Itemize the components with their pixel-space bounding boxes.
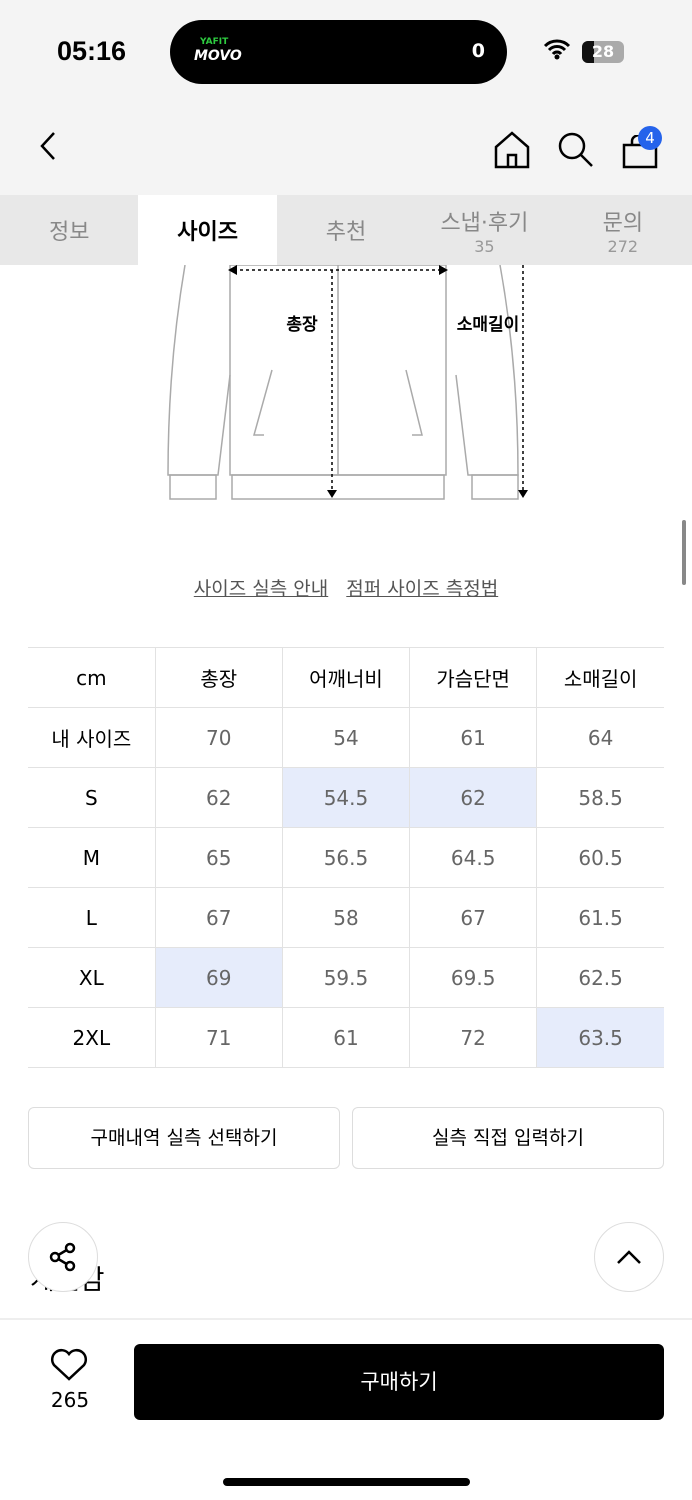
buy-button[interactable]: 구매하기 [134, 1344, 664, 1420]
size-guide-link[interactable]: 사이즈 실측 안내 [193, 578, 329, 600]
like-button[interactable] [50, 1348, 88, 1390]
measure-method-link[interactable]: 점퍼 사이즈 측정법 [346, 578, 499, 600]
cell: 64 [536, 707, 664, 768]
table-header-row: cm 총장 어깨너비 가슴단면 소매길이 [28, 647, 664, 708]
cell: 64.5 [409, 827, 538, 888]
size-table: cm 총장 어깨너비 가슴단면 소매길이 내 사이즈 70 54 61 64 S 62 54… [28, 647, 664, 1068]
header-cell: cm [28, 647, 156, 708]
label-sleeve: 소매길이 [457, 315, 520, 335]
cell: 62 [154, 767, 283, 828]
cell: 69.5 [409, 947, 538, 1008]
row-label: XL [28, 947, 156, 1008]
cell: 56.5 [281, 827, 411, 888]
tab-label: 정보 [48, 220, 90, 245]
cell: 62 [409, 767, 538, 828]
cell: 67 [154, 887, 283, 948]
cell: 63.5 [536, 1007, 664, 1068]
table-row: 내 사이즈 70 54 61 64 [28, 707, 664, 768]
size-diagram: 총장 소매길이 [0, 264, 692, 519]
island-brand-top: YAFIT [200, 37, 229, 47]
back-button[interactable] [38, 129, 58, 172]
cell: 69 [154, 947, 283, 1008]
status-bar: 05:16 YAFIT MOVO 0 28 [0, 0, 692, 105]
tab-size[interactable]: 사이즈 [138, 195, 277, 265]
tab-recommend[interactable]: 추천 [277, 195, 415, 265]
share-icon [49, 1242, 76, 1272]
cell: 61 [409, 707, 538, 768]
row-label: M [28, 827, 156, 888]
cell: 60.5 [536, 827, 664, 888]
header-cell: 총장 [154, 647, 283, 708]
dynamic-island: YAFIT MOVO 0 [170, 20, 507, 84]
heart-icon [51, 1349, 87, 1381]
home-icon[interactable] [494, 131, 530, 173]
scrollbar[interactable] [682, 520, 686, 585]
jacket-illustration: 총장 소매길이 [167, 264, 528, 500]
search-icon[interactable] [557, 131, 595, 173]
header-cell: 소매길이 [536, 647, 664, 708]
home-indicator [223, 1478, 470, 1486]
island-logo: MOVO [194, 48, 242, 64]
cell: 61 [281, 1007, 411, 1068]
table-row: L 67 58 67 61.5 [28, 887, 664, 948]
tab-count: 272 [607, 236, 639, 256]
tab-info[interactable]: 정보 [0, 195, 138, 265]
bottom-bar: 265 구매하기 [0, 1318, 692, 1500]
cell: 72 [409, 1007, 538, 1068]
header-cell: 가슴단면 [409, 647, 538, 708]
cart-badge: 4 [638, 126, 662, 150]
cell: 71 [154, 1007, 283, 1068]
cell: 62.5 [536, 947, 664, 1008]
cell: 54.5 [281, 767, 411, 828]
clock: 05:16 [57, 36, 127, 66]
scroll-top-button[interactable] [594, 1222, 664, 1292]
wifi-icon [543, 38, 571, 66]
cell: 65 [154, 827, 283, 888]
share-button[interactable] [28, 1222, 98, 1292]
battery-icon: 28 [582, 41, 624, 63]
like-count: 265 [50, 1388, 90, 1412]
chevron-up-icon [617, 1250, 641, 1264]
tab-label: 문의 [602, 210, 644, 236]
size-links: 사이즈 실측 안내 점퍼 사이즈 측정법 [0, 574, 692, 601]
row-label: 2XL [28, 1007, 156, 1068]
tab-label: 추천 [325, 220, 367, 245]
table-row: 2XL 71 61 72 63.5 [28, 1007, 664, 1068]
row-label: 내 사이즈 [28, 707, 156, 768]
tab-label: 스냅·후기 [440, 210, 529, 236]
island-value: 0 [471, 40, 485, 62]
select-purchase-history-button[interactable]: 구매내역 실측 선택하기 [28, 1107, 340, 1169]
table-row: S 62 54.5 62 58.5 [28, 767, 664, 828]
cell: 58 [281, 887, 411, 948]
tab-reviews[interactable]: 스냅·후기 35 [415, 195, 553, 265]
cell: 70 [154, 707, 283, 768]
row-label: S [28, 767, 156, 828]
label-length: 총장 [286, 315, 318, 335]
battery-level: 28 [591, 42, 615, 61]
tab-bar: 정보 사이즈 추천 스냅·후기 35 문의 272 [0, 195, 692, 265]
manual-input-button[interactable]: 실측 직접 입력하기 [352, 1107, 664, 1169]
cell: 58.5 [536, 767, 664, 828]
tab-count: 35 [474, 236, 495, 256]
tab-label: 사이즈 [177, 220, 238, 245]
tab-qna[interactable]: 문의 272 [554, 195, 692, 265]
table-row: XL 69 59.5 69.5 62.5 [28, 947, 664, 1008]
top-nav [0, 105, 692, 195]
table-row: M 65 56.5 64.5 60.5 [28, 827, 664, 888]
cell: 61.5 [536, 887, 664, 948]
row-label: L [28, 887, 156, 948]
cell: 67 [409, 887, 538, 948]
cell: 59.5 [281, 947, 411, 1008]
header-cell: 어깨너비 [281, 647, 411, 708]
cell: 54 [281, 707, 411, 768]
